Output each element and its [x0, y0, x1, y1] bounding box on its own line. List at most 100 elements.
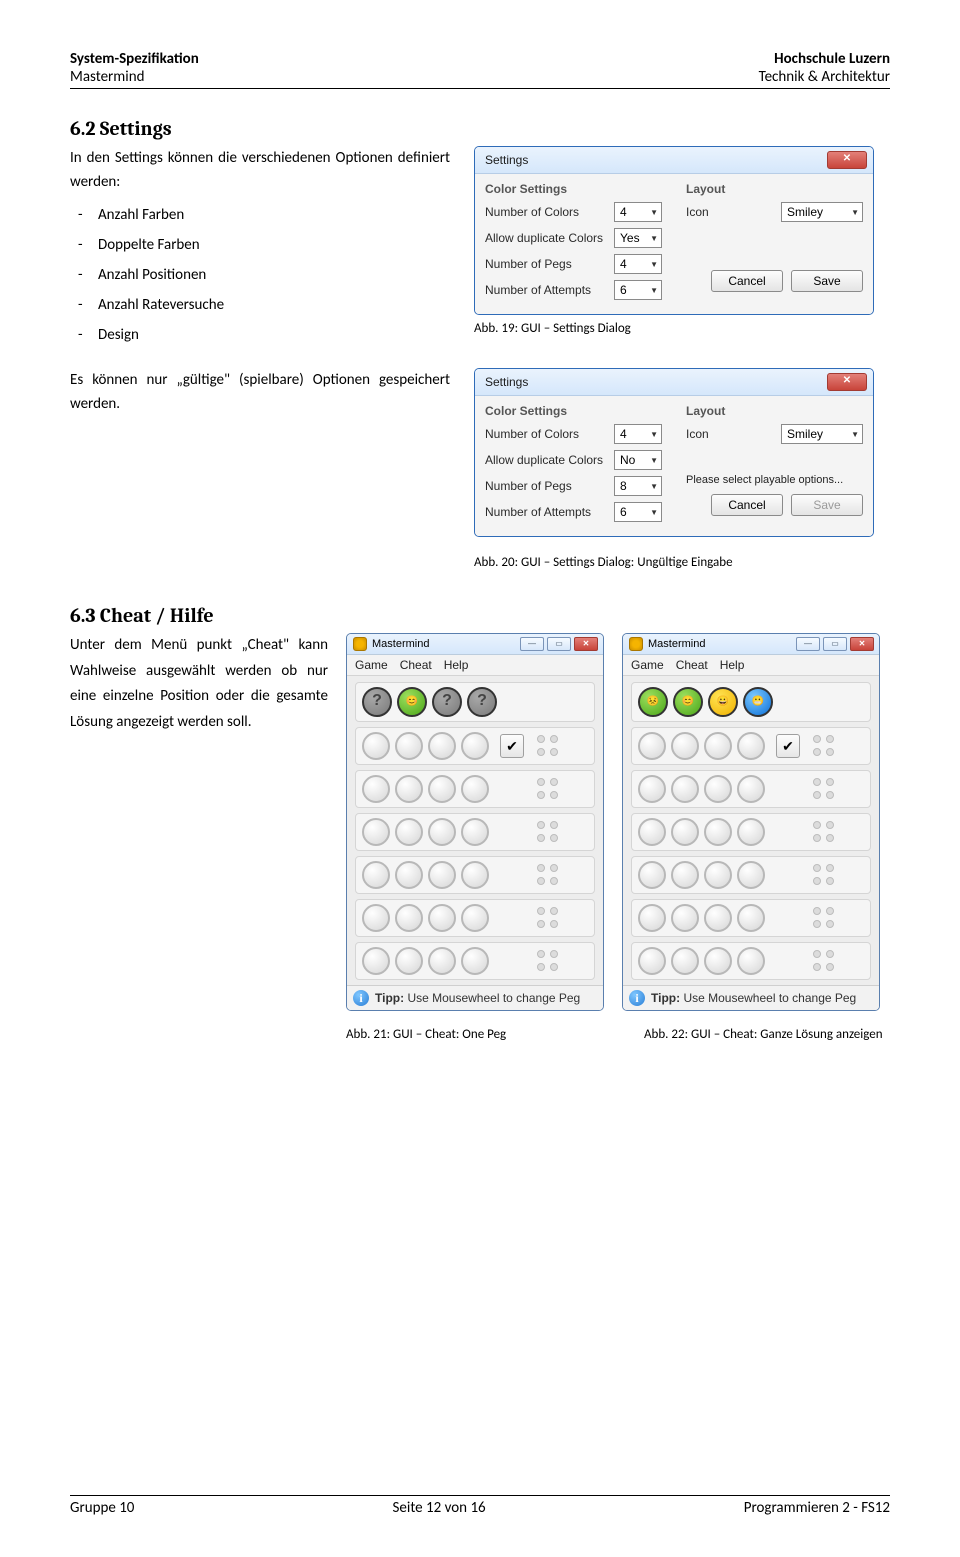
- footer-center: Seite 12 von 16: [393, 1499, 486, 1517]
- menu-help[interactable]: Help: [444, 658, 469, 672]
- hint-pegs: [537, 735, 560, 758]
- close-icon[interactable]: ✕: [850, 637, 874, 651]
- tip-bar: i Tipp: Use Mousewheel to change Peg: [347, 985, 603, 1010]
- section-6-2-para2: Es können nur „gültige" (spielbare) Opti…: [70, 368, 450, 416]
- guess-row: ✔: [355, 727, 595, 765]
- empty-peg[interactable]: [461, 775, 489, 803]
- empty-peg[interactable]: [638, 732, 666, 760]
- footer-left: Gruppe 10: [70, 1499, 134, 1517]
- section-6-3-para: Unter dem Menü punkt „Cheat" kann Wahlwe…: [70, 633, 328, 735]
- num-pegs-combo[interactable]: 4▼: [614, 254, 662, 274]
- empty-peg[interactable]: [362, 775, 390, 803]
- empty-peg[interactable]: [461, 732, 489, 760]
- menu-cheat[interactable]: Cheat: [400, 658, 432, 672]
- save-button: Save: [791, 494, 863, 516]
- menu-cheat[interactable]: Cheat: [676, 658, 708, 672]
- guess-row: [355, 899, 595, 937]
- warning-text: Please select playable options...: [686, 474, 863, 486]
- app-icon: [629, 637, 643, 651]
- guess-row: [631, 770, 871, 808]
- solution-row: ? 😊 ? ?: [355, 682, 595, 722]
- game-window-cheat-all: Mastermind — ▭ ✕ Game Cheat Help: [622, 633, 880, 1011]
- dup-colors-combo[interactable]: No▼: [614, 450, 662, 470]
- list-item: Anzahl Rateversuche: [98, 290, 450, 320]
- icon-combo[interactable]: Smiley▼: [781, 202, 863, 222]
- maximize-icon[interactable]: ▭: [547, 637, 571, 651]
- cancel-button[interactable]: Cancel: [711, 494, 783, 516]
- empty-peg[interactable]: [704, 732, 732, 760]
- guess-row: [631, 813, 871, 851]
- guess-row: [355, 770, 595, 808]
- settings-dialog-invalid: Settings ✕ Color Settings Number of Colo…: [474, 368, 874, 537]
- num-colors-combo[interactable]: 4▼: [614, 424, 662, 444]
- empty-peg[interactable]: [395, 775, 423, 803]
- section-6-2-heading: 6.2 Settings: [70, 117, 890, 140]
- figure-caption-22: Abb. 22: GUI – Cheat: Ganze Lösung anzei…: [644, 1027, 890, 1042]
- empty-peg[interactable]: [737, 732, 765, 760]
- field-label: Number of Colors: [485, 427, 579, 441]
- field-label: Allow duplicate Colors: [485, 231, 603, 245]
- footer-right: Programmieren 2 - FS12: [744, 1499, 890, 1517]
- num-attempts-combo[interactable]: 6▼: [614, 502, 662, 522]
- group-layout: Layout: [686, 182, 863, 196]
- hidden-peg-icon: ?: [362, 687, 392, 717]
- num-attempts-combo[interactable]: 6▼: [614, 280, 662, 300]
- field-label: Number of Pegs: [485, 257, 572, 271]
- smiley-icon: 😊: [397, 687, 427, 717]
- menu-game[interactable]: Game: [631, 658, 664, 672]
- close-icon[interactable]: ✕: [574, 637, 598, 651]
- list-item: Design: [98, 320, 450, 350]
- empty-peg[interactable]: [428, 732, 456, 760]
- info-icon: i: [353, 990, 369, 1006]
- field-label: Number of Pegs: [485, 479, 572, 493]
- field-label: Number of Colors: [485, 205, 579, 219]
- minimize-icon[interactable]: —: [796, 637, 820, 651]
- save-button[interactable]: Save: [791, 270, 863, 292]
- info-icon: i: [629, 990, 645, 1006]
- cancel-button[interactable]: Cancel: [711, 270, 783, 292]
- settings-option-list: Anzahl Farben Doppelte Farben Anzahl Pos…: [70, 200, 450, 350]
- tip-bar: i Tipp: Use Mousewheel to change Peg: [623, 985, 879, 1010]
- smiley-icon: 😬: [743, 687, 773, 717]
- close-icon[interactable]: ✕: [827, 151, 867, 169]
- dup-colors-combo[interactable]: Yes▼: [614, 228, 662, 248]
- smiley-icon: 😊: [673, 687, 703, 717]
- empty-peg[interactable]: [362, 732, 390, 760]
- page-footer: Gruppe 10 Seite 12 von 16 Programmieren …: [70, 1495, 890, 1517]
- empty-peg[interactable]: [395, 732, 423, 760]
- hidden-peg-icon: ?: [432, 687, 462, 717]
- page-header: System-Spezifikation Mastermind Hochschu…: [70, 50, 890, 89]
- smiley-icon: 😀: [708, 687, 738, 717]
- group-color-settings: Color Settings: [485, 404, 662, 418]
- group-layout: Layout: [686, 404, 863, 418]
- app-icon: [353, 637, 367, 651]
- guess-row: [355, 942, 595, 980]
- menu-game[interactable]: Game: [355, 658, 388, 672]
- empty-peg[interactable]: [671, 732, 699, 760]
- close-icon[interactable]: ✕: [827, 373, 867, 391]
- check-button[interactable]: ✔: [776, 734, 800, 758]
- guess-row: ✔: [631, 727, 871, 765]
- header-left-bottom: Mastermind: [70, 68, 199, 86]
- num-pegs-combo[interactable]: 8▼: [614, 476, 662, 496]
- group-color-settings: Color Settings: [485, 182, 662, 196]
- check-button[interactable]: ✔: [500, 734, 524, 758]
- dialog-title: Settings: [485, 153, 528, 167]
- minimize-icon[interactable]: —: [520, 637, 544, 651]
- window-title: Mastermind: [372, 638, 429, 650]
- empty-peg[interactable]: [428, 775, 456, 803]
- figure-caption-20: Abb. 20: GUI – Settings Dialog: Ungültig…: [474, 555, 890, 570]
- icon-combo[interactable]: Smiley▼: [781, 424, 863, 444]
- guess-row: [631, 899, 871, 937]
- guess-row: [631, 942, 871, 980]
- guess-row: [355, 856, 595, 894]
- header-right-top: Hochschule Luzern: [759, 50, 890, 68]
- num-colors-combo[interactable]: 4▼: [614, 202, 662, 222]
- header-right-bottom: Technik & Architektur: [759, 68, 890, 86]
- list-item: Doppelte Farben: [98, 230, 450, 260]
- menu-help[interactable]: Help: [720, 658, 745, 672]
- field-label: Number of Attempts: [485, 505, 591, 519]
- field-label: Icon: [686, 427, 709, 441]
- maximize-icon[interactable]: ▭: [823, 637, 847, 651]
- guess-row: [631, 856, 871, 894]
